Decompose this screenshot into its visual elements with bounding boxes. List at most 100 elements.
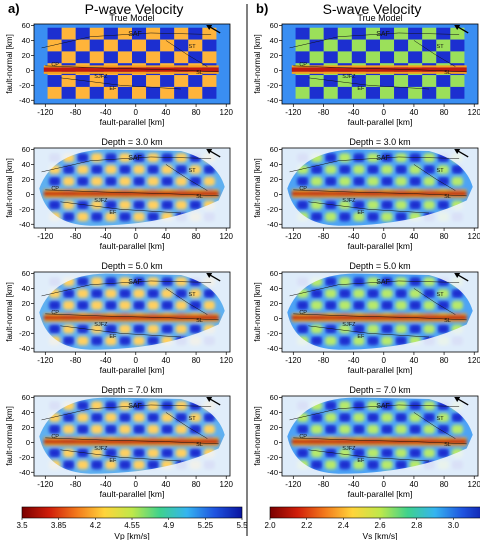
y-tick-label: -20 — [19, 329, 30, 338]
panel-letter-a: a) — [8, 1, 20, 16]
fault-annotation: SAF — [128, 155, 142, 162]
y-axis-label: fault-normal [km] — [5, 406, 14, 466]
fault-traces — [41, 280, 219, 338]
fault-annotation: ST — [189, 168, 197, 174]
x-tick-label: 80 — [440, 108, 449, 117]
x-tick-label: 40 — [409, 356, 418, 365]
y-tick-label: 60 — [270, 145, 278, 154]
x-tick-label: -40 — [100, 356, 112, 365]
y-axis-label: fault-normal [km] — [253, 158, 262, 218]
y-axis-label: fault-normal [km] — [253, 34, 262, 94]
fault-annotation: SAF — [128, 403, 142, 410]
y-tick-label: 60 — [22, 21, 30, 30]
panel-frame — [281, 23, 479, 105]
depth-label: Depth = 7.0 km — [101, 385, 162, 395]
fault-annotation: EF — [109, 210, 117, 216]
colorbar-tick-label: 2.6 — [374, 521, 386, 530]
y-tick-label: 40 — [270, 284, 278, 293]
y-tick-label: 20 — [22, 299, 30, 308]
y-tick-label: 20 — [22, 51, 30, 60]
fault-annotation: SJFZ — [94, 74, 108, 80]
fault-annotation: EF — [109, 334, 117, 340]
fault-annotation: SAF — [128, 31, 142, 38]
colorbar-tick-label: 3.0 — [448, 521, 460, 530]
column-b-header: b) S-wave Velocity — [256, 1, 421, 17]
x-tick-label: -120 — [37, 480, 54, 489]
colorbar-label: Vp [km/s] — [114, 531, 149, 540]
fault-annotation: CP — [51, 434, 59, 440]
x-tick-label: 0 — [134, 108, 139, 117]
x-tick-label: 80 — [192, 232, 201, 241]
y-axis-label: fault-normal [km] — [5, 282, 14, 342]
y-tick-label: 60 — [270, 269, 278, 278]
x-tick-label: -40 — [348, 108, 360, 117]
x-tick-label: -80 — [70, 232, 82, 241]
y-tick-label: 0 — [26, 438, 30, 447]
x-tick-label: 120 — [220, 356, 234, 365]
fault-annotation: EF — [357, 334, 365, 340]
fault-traces — [41, 404, 219, 462]
x-tick-label: 120 — [468, 108, 480, 117]
fault-annotation: SJFZ — [94, 198, 108, 204]
x-tick-label: 80 — [440, 480, 449, 489]
y-axis-label: fault-normal [km] — [253, 282, 262, 342]
y-tick-label: 0 — [274, 190, 278, 199]
x-tick-label: -80 — [318, 232, 330, 241]
fault-traces — [289, 156, 467, 214]
x-tick-label: -40 — [348, 480, 360, 489]
y-axis-label: fault-normal [km] — [5, 34, 14, 94]
y-tick-label: -40 — [267, 220, 278, 229]
fault-annotation: SJFZ — [94, 446, 108, 452]
x-axis-label: fault-parallel [km] — [348, 365, 413, 375]
y-tick-label: 20 — [22, 423, 30, 432]
panel-frame — [33, 23, 231, 105]
y-tick-label: 40 — [22, 160, 30, 169]
fault-annotation: SL — [196, 70, 203, 76]
colorbar-tick-label: 4.9 — [163, 521, 175, 530]
fault-annotation: CP — [51, 310, 59, 316]
x-tick-label: -120 — [285, 232, 302, 241]
x-axis-label: fault-parallel [km] — [348, 241, 413, 251]
fault-annotation: SL — [196, 442, 203, 448]
x-tick-label: 40 — [161, 356, 170, 365]
y-tick-label: -40 — [19, 96, 30, 105]
x-tick-label: 120 — [468, 356, 480, 365]
y-tick-label: 0 — [26, 190, 30, 199]
depth-label: Depth = 7.0 km — [349, 385, 410, 395]
y-tick-label: 60 — [270, 21, 278, 30]
x-tick-label: 40 — [409, 232, 418, 241]
fault-annotation: SAF — [128, 279, 142, 286]
y-tick-label: -40 — [19, 220, 30, 229]
x-tick-label: 80 — [440, 356, 449, 365]
x-tick-label: -40 — [348, 232, 360, 241]
colorbar-tick-label: 3.85 — [51, 521, 67, 530]
y-tick-label: 20 — [270, 51, 278, 60]
true-model-label: True Model — [357, 13, 402, 23]
colorbar-1: 2.02.22.42.62.83.03.2Vs [km/s] — [264, 506, 480, 540]
fault-annotation: SAF — [376, 155, 390, 162]
x-axis-label: fault-parallel [km] — [100, 489, 165, 499]
x-axis-label: fault-parallel [km] — [100, 365, 165, 375]
y-tick-label: 40 — [270, 160, 278, 169]
fault-annotation: SJFZ — [342, 74, 356, 80]
fault-annotation: EF — [109, 86, 117, 92]
x-tick-label: -80 — [70, 480, 82, 489]
fault-annotation: CP — [51, 186, 59, 192]
x-tick-label: 80 — [192, 356, 201, 365]
x-tick-label: -40 — [348, 356, 360, 365]
y-tick-label: -20 — [19, 205, 30, 214]
fault-annotation: SL — [444, 70, 451, 76]
fault-annotation: CP — [51, 62, 59, 68]
x-axis-label: fault-parallel [km] — [100, 117, 165, 127]
panel-frame — [33, 395, 231, 477]
fault-annotation: CP — [299, 434, 307, 440]
x-tick-label: 0 — [134, 232, 139, 241]
fault-annotation: CP — [299, 62, 307, 68]
fault-annotation: EF — [357, 210, 365, 216]
